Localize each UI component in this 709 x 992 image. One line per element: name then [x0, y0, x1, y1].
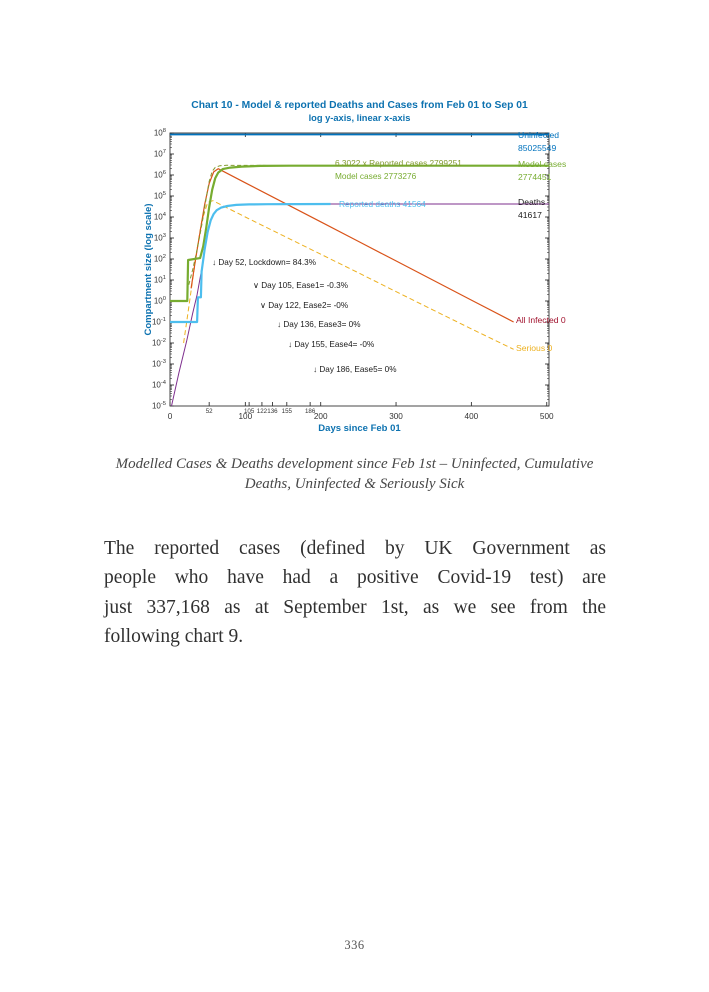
- series-reported-cases-x: [188, 164, 331, 285]
- svg-text:10-3: 10-3: [152, 359, 166, 369]
- inline-label: Reported deaths 41564: [339, 199, 426, 209]
- series: [170, 133, 549, 407]
- end-label: 41617: [518, 210, 542, 220]
- svg-text:107: 107: [154, 149, 166, 159]
- inline-label: 6.3022 x Reported cases 2799251: [335, 158, 462, 168]
- svg-text:10-5: 10-5: [152, 401, 166, 411]
- svg-text:400: 400: [465, 412, 479, 421]
- inline-labels: 6.3022 x Reported cases 2799251 Model cas…: [335, 158, 462, 209]
- svg-text:300: 300: [389, 412, 403, 421]
- svg-text:105: 105: [244, 408, 255, 415]
- y-axis-label: Compartment size (log scale): [143, 204, 154, 336]
- chart-figure: 108 107 106 105 104 103 102 101 100 10-1 10-2 10-3 1…: [140, 95, 610, 445]
- end-labels: Uninfected 85025549 Model cases 2774451 Deat…: [516, 130, 566, 353]
- svg-text:106: 106: [154, 170, 166, 180]
- annotation-day-105: ∨ Day 105, Ease1= -0.3%: [253, 281, 348, 290]
- svg-text:103: 103: [154, 233, 166, 243]
- annotation-day-186: ↓ Day 186, Ease5= 0%: [313, 365, 397, 374]
- chart-title: Chart 10 - Model & reported Deaths and C…: [191, 100, 528, 111]
- end-label: 85025549: [518, 143, 556, 153]
- svg-text:100: 100: [154, 296, 166, 306]
- chart-subtitle: log y-axis, linear x-axis: [309, 113, 411, 123]
- svg-text:101: 101: [154, 275, 166, 285]
- end-label: 2774451: [518, 172, 552, 182]
- inline-label: Model cases 2773276: [335, 171, 417, 181]
- paragraph-line: people who have had a positive Covid-19 …: [104, 567, 606, 589]
- x-axis-label: Days since Feb 01: [318, 423, 401, 434]
- end-label: Serious 0: [516, 343, 553, 353]
- chart-svg: 108 107 106 105 104 103 102 101 100 10-1 10-2 10-3 1…: [143, 100, 566, 434]
- svg-text:0: 0: [168, 412, 173, 421]
- end-label: All Infected 0: [516, 315, 566, 325]
- annotation-day-122: ∨ Day 122, Ease2= -0%: [260, 301, 348, 310]
- paragraph-line: following chart 9.: [104, 626, 244, 648]
- svg-text:10-1: 10-1: [152, 317, 166, 327]
- end-label: Deaths: [518, 197, 545, 207]
- svg-text:200: 200: [314, 412, 328, 421]
- series-model-deaths: [171, 203, 549, 407]
- svg-text:104: 104: [154, 212, 167, 222]
- paragraph-line: The reported cases (defined by UK Govern…: [104, 538, 606, 559]
- paragraph-line: just 337,168 as at September 1st, as we …: [104, 596, 606, 618]
- end-label: Uninfected: [518, 130, 559, 140]
- annotation-day-155: ↓ Day 155, Ease4= -0%: [288, 340, 374, 349]
- svg-text:186: 186: [305, 408, 316, 415]
- page-number: 336: [344, 938, 365, 952]
- series-reported-deaths: [170, 202, 331, 324]
- svg-text:52: 52: [206, 408, 213, 415]
- svg-text:500: 500: [540, 412, 554, 421]
- titles: Chart 10 - Model & reported Deaths and C…: [143, 100, 528, 434]
- figure-caption: Modelled Cases & Deaths development sinc…: [0, 454, 709, 494]
- body-paragraph: The reported cases (defined by UK Govern…: [104, 534, 606, 652]
- annotations: ↓ Day 52, Lockdown= 84.3% ∨ Day 105, Ease…: [212, 258, 397, 374]
- svg-text:10-2: 10-2: [152, 338, 166, 348]
- annotation-day-136: ↓ Day 136, Ease3= 0%: [277, 320, 361, 329]
- end-label: Model cases: [518, 159, 566, 169]
- svg-text:122: 122: [257, 408, 268, 415]
- svg-text:155: 155: [282, 408, 293, 415]
- caption-line-2: Deaths, Uninfected & Seriously Sick: [244, 476, 465, 492]
- series-all-infected: [190, 168, 514, 323]
- svg-text:108: 108: [154, 128, 166, 138]
- svg-text:102: 102: [154, 254, 166, 264]
- svg-text:136: 136: [267, 408, 278, 415]
- svg-text:10-4: 10-4: [152, 380, 167, 390]
- annotation-day-52: ↓ Day 52, Lockdown= 84.3%: [212, 258, 316, 267]
- axes: [169, 132, 550, 407]
- svg-text:100: 100: [239, 412, 253, 421]
- caption-line-1: Modelled Cases & Deaths development sinc…: [115, 456, 594, 472]
- series-model-cases: [170, 164, 549, 303]
- svg-text:105: 105: [154, 191, 166, 201]
